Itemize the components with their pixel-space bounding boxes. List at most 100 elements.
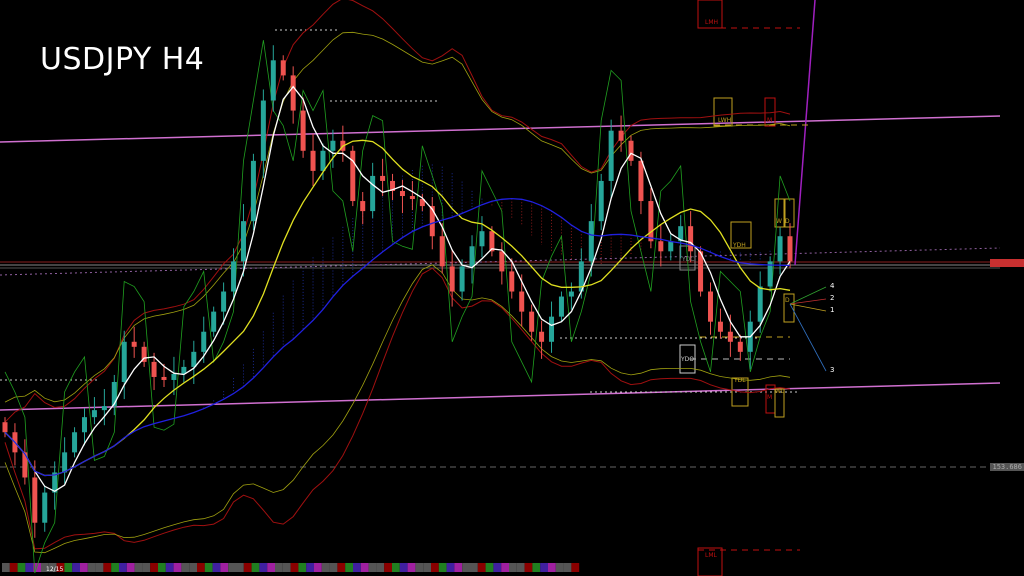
session-strip-cell: [485, 563, 494, 572]
candle-body: [409, 196, 415, 200]
projection-line: [794, 0, 816, 266]
session-strip-cell: [290, 563, 299, 572]
candle-body: [72, 432, 78, 453]
candle-body: [62, 452, 68, 473]
candle-body: [52, 472, 58, 493]
session-strip-cell: [415, 563, 424, 572]
candle-body: [161, 376, 167, 380]
session-strip-cell: [345, 563, 353, 572]
session-strip-cell: [524, 563, 533, 572]
candle-body: [32, 477, 38, 523]
level-label-ydh: YDH: [733, 242, 746, 249]
level-label-lwh: LWH: [718, 117, 732, 124]
moving-averages: [4, 85, 791, 493]
candle-body: [280, 60, 286, 76]
level-label-ydl: YDL: [734, 377, 746, 384]
candle-body: [191, 351, 197, 367]
upper-band: [4, 0, 791, 423]
session-strip-cell: [516, 563, 525, 572]
lower-band: [4, 267, 791, 550]
level-label-ydc: YDC: [682, 256, 695, 263]
upper-envelope: [4, 31, 791, 403]
session-strip-cell: [306, 563, 314, 572]
candle-body: [648, 201, 654, 242]
projection-ray: [789, 298, 827, 305]
candle-body: [151, 361, 157, 377]
session-strip-cell: [197, 563, 205, 572]
level-label-wl: WL: [775, 388, 785, 395]
candle-body: [221, 291, 227, 312]
projection-ray: [789, 303, 827, 312]
session-strip-cell: [9, 563, 18, 572]
candle-body: [211, 311, 217, 332]
candle-body: [678, 226, 684, 242]
session-strip-cell: [431, 563, 439, 572]
session-strip-cell: [95, 563, 104, 572]
candle-body: [429, 206, 435, 237]
candle-body: [708, 291, 714, 322]
current-price-tag: 153.686: [990, 259, 1024, 267]
session-strip-cell: [314, 563, 322, 572]
candle-body: [310, 150, 316, 171]
session-strip-cell: [119, 563, 127, 572]
session-strip-cell: [360, 563, 369, 572]
candle-body: [320, 150, 326, 171]
candle-body: [459, 266, 465, 292]
candle-body: [439, 236, 445, 267]
level-box-lwh: [713, 97, 733, 127]
candle-body: [578, 261, 584, 292]
session-strip-cell: [555, 563, 564, 572]
sma-mid-line: [4, 139, 791, 477]
candle-body: [549, 316, 555, 342]
session-strip-cell: [142, 563, 151, 572]
session-strip-cell: [134, 563, 143, 572]
session-strip-cell: [267, 563, 275, 572]
candle-body: [449, 266, 455, 292]
session-strip-cell: [220, 563, 229, 572]
session-strip-cell: [454, 563, 463, 572]
session-strip-cell: [87, 563, 96, 572]
candle-body: [529, 311, 535, 332]
candle-body: [638, 160, 644, 202]
reference-price-tag: 153.686: [990, 463, 1024, 471]
candle-body: [717, 321, 723, 332]
level-box-wl: [774, 388, 785, 418]
session-strip-cell: [150, 563, 158, 572]
session-strip-cell: [298, 563, 307, 572]
candle-body: [181, 366, 187, 374]
session-strip-cell: [532, 563, 541, 572]
candle-body: [240, 221, 246, 262]
candle-body: [698, 251, 704, 292]
candle-body: [121, 341, 127, 382]
candle-body: [131, 341, 137, 347]
candle-body: [101, 406, 107, 411]
level-box-lml: [697, 547, 723, 576]
session-strip-cell: [282, 563, 291, 572]
candle-body: [81, 417, 87, 433]
session-strip-cell: [329, 563, 338, 572]
candle-body: [380, 175, 386, 181]
session-strip-cell: [470, 563, 478, 572]
session-strip-cell: [548, 563, 556, 572]
candle-body: [290, 75, 296, 111]
session-strip-cell: [493, 563, 502, 572]
projection-label: 3: [830, 366, 835, 374]
session-strip-cell: [80, 563, 88, 572]
candle-body: [519, 291, 525, 312]
candle-body: [390, 180, 396, 191]
candle-body: [330, 140, 336, 151]
candle-body: [777, 236, 783, 262]
session-strip-cell: [353, 563, 361, 572]
candle-body: [568, 291, 574, 297]
session-strip-cell: [189, 563, 197, 572]
candle-body: [300, 110, 306, 151]
level-label-lmh: LMH: [705, 19, 719, 26]
session-strip-cell: [368, 563, 377, 572]
level-label-w: W: [776, 218, 782, 225]
candle-body: [250, 160, 256, 222]
session-strip-cell: [571, 563, 580, 572]
candle-body: [350, 150, 356, 202]
candle-body: [260, 100, 266, 161]
lower-envelope: [4, 264, 791, 554]
candle-body: [658, 241, 664, 252]
